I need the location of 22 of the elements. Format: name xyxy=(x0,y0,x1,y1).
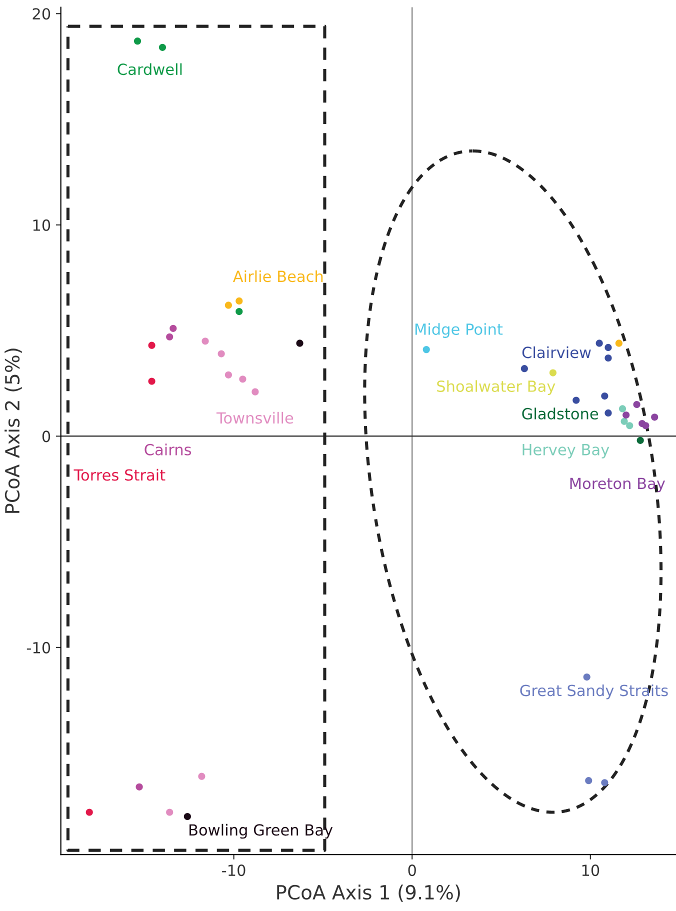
x-tick-label: -10 xyxy=(222,864,246,876)
y-tick-label: 0 xyxy=(42,430,50,442)
text: Torres Strait xyxy=(74,468,166,481)
series-label: Midge Point xyxy=(415,323,503,338)
series-label: Airlie Beach xyxy=(232,270,323,282)
y-axis-title: PCoA Axis 2 (5%) xyxy=(4,348,22,513)
series-label: Cardwell xyxy=(118,63,182,76)
y-tick-label: 10 xyxy=(33,219,50,231)
x-tick-label: 10 xyxy=(582,864,600,876)
text: Gladstone xyxy=(522,408,598,420)
series-label: Bowling Green Bay xyxy=(190,824,333,839)
x-axis-title: PCoA Axis 1 (9.1%) xyxy=(277,884,460,902)
y-tick-label: 20 xyxy=(32,8,50,20)
series-label: Great Sandy Straits xyxy=(520,684,668,700)
series-label: Hervey Bay xyxy=(522,444,610,458)
series-label: Shoalwater Bay xyxy=(437,380,556,395)
text: Moreton Bay xyxy=(570,478,666,492)
x-tick-label: 0 xyxy=(408,864,416,876)
y-tick-label: -10 xyxy=(26,642,50,654)
text: Cairns xyxy=(144,444,192,456)
series-label: Clairview xyxy=(522,346,591,358)
series-label: Townsville xyxy=(216,412,294,424)
